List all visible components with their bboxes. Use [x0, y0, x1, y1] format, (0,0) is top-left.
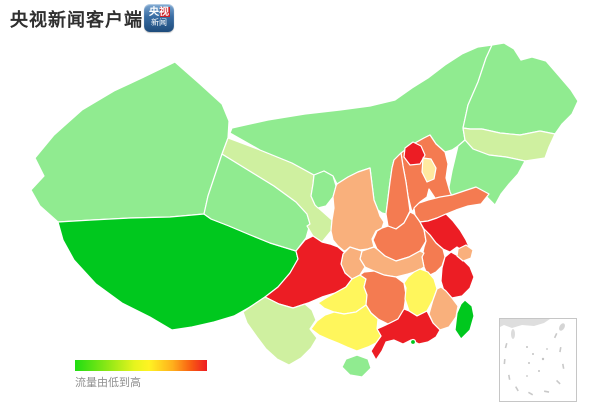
province-ningxia: [310, 170, 337, 209]
south-china-sea-islands-icon: [500, 319, 565, 396]
legend-label: 流量由低到高: [75, 377, 141, 389]
province-hainan: [341, 354, 372, 378]
legend-gradient-bar: [75, 360, 207, 371]
province-taiwan: [454, 299, 475, 340]
province-xianggang: [409, 338, 417, 346]
province-heilongjiang: [462, 42, 579, 136]
province-henan: [372, 211, 427, 262]
province-shanghai: [456, 244, 474, 262]
province-yunnan: [242, 296, 318, 366]
logo-text-bottom: 新闻: [151, 18, 167, 27]
province-guangxi: [310, 304, 382, 352]
app-title: 央视新闻客户端: [10, 10, 143, 30]
province-fujian: [428, 286, 459, 331]
cctv-news-logo-icon: 央视 新闻: [144, 4, 174, 32]
province-tianjin: [421, 157, 437, 183]
province-xinjiang: [30, 61, 230, 223]
logo-text-top: 央视: [149, 7, 169, 18]
south-china-sea-inset: [499, 318, 577, 402]
logo-red-accent: [160, 7, 170, 17]
province-anhui: [421, 228, 446, 277]
